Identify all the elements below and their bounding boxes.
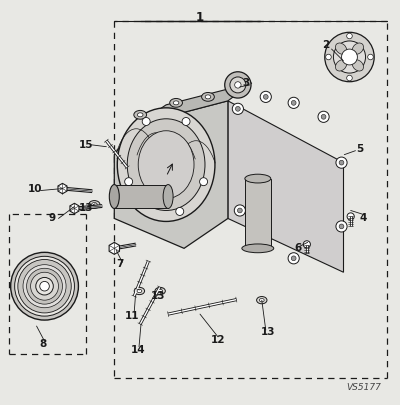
- Text: 6: 6: [294, 243, 301, 254]
- Circle shape: [334, 41, 366, 73]
- Ellipse shape: [352, 43, 364, 54]
- Circle shape: [30, 272, 58, 300]
- Circle shape: [291, 256, 296, 261]
- Text: 7: 7: [116, 259, 124, 269]
- Circle shape: [339, 224, 344, 229]
- Text: 14: 14: [131, 345, 146, 355]
- Circle shape: [225, 72, 251, 98]
- Circle shape: [326, 54, 331, 60]
- Ellipse shape: [155, 288, 165, 294]
- Circle shape: [336, 221, 347, 232]
- Ellipse shape: [127, 119, 205, 211]
- Circle shape: [303, 241, 310, 248]
- Circle shape: [125, 178, 133, 185]
- Circle shape: [321, 114, 326, 119]
- Text: 2: 2: [322, 40, 329, 50]
- Ellipse shape: [158, 289, 162, 293]
- Ellipse shape: [259, 298, 264, 302]
- Ellipse shape: [257, 296, 267, 304]
- Text: 13: 13: [151, 291, 165, 301]
- Ellipse shape: [138, 131, 194, 198]
- Circle shape: [288, 97, 299, 109]
- Polygon shape: [114, 185, 168, 209]
- Text: 9: 9: [49, 213, 56, 224]
- Circle shape: [236, 107, 240, 111]
- Circle shape: [11, 252, 78, 320]
- Circle shape: [347, 33, 352, 39]
- Ellipse shape: [89, 200, 100, 209]
- Circle shape: [18, 260, 71, 313]
- Ellipse shape: [336, 60, 347, 71]
- Ellipse shape: [163, 185, 173, 209]
- Circle shape: [15, 256, 74, 316]
- Polygon shape: [228, 101, 344, 272]
- Ellipse shape: [170, 98, 182, 107]
- Text: 15: 15: [79, 140, 94, 150]
- Circle shape: [342, 49, 357, 65]
- Circle shape: [347, 75, 352, 81]
- Text: 3: 3: [242, 78, 250, 88]
- Circle shape: [36, 277, 53, 295]
- Circle shape: [336, 157, 347, 168]
- Polygon shape: [58, 183, 67, 194]
- Circle shape: [318, 111, 329, 122]
- Text: 4: 4: [360, 213, 367, 224]
- Ellipse shape: [352, 60, 364, 71]
- Circle shape: [339, 160, 344, 165]
- Text: 11: 11: [125, 311, 140, 321]
- Ellipse shape: [109, 185, 119, 209]
- Circle shape: [235, 82, 241, 88]
- Ellipse shape: [245, 174, 271, 183]
- Circle shape: [200, 178, 208, 185]
- Ellipse shape: [205, 95, 211, 99]
- Ellipse shape: [134, 288, 144, 294]
- Ellipse shape: [202, 92, 214, 101]
- Polygon shape: [114, 101, 228, 248]
- Circle shape: [176, 207, 184, 215]
- Circle shape: [230, 77, 246, 93]
- Circle shape: [40, 281, 49, 291]
- Circle shape: [288, 253, 299, 264]
- Ellipse shape: [92, 202, 97, 207]
- Ellipse shape: [117, 108, 215, 222]
- Circle shape: [232, 103, 244, 114]
- Circle shape: [238, 208, 242, 213]
- Circle shape: [182, 117, 190, 126]
- Polygon shape: [109, 242, 120, 254]
- Text: 10: 10: [27, 183, 42, 194]
- Text: 13: 13: [79, 203, 94, 213]
- Ellipse shape: [137, 289, 142, 293]
- Text: VS5177: VS5177: [346, 383, 381, 392]
- Circle shape: [368, 54, 373, 60]
- Ellipse shape: [336, 43, 347, 54]
- Ellipse shape: [173, 101, 179, 105]
- Circle shape: [291, 100, 296, 105]
- Polygon shape: [136, 83, 252, 125]
- Circle shape: [260, 91, 271, 102]
- Text: 12: 12: [211, 335, 225, 345]
- Polygon shape: [70, 203, 79, 214]
- Circle shape: [23, 265, 66, 308]
- Text: 5: 5: [356, 144, 363, 153]
- Ellipse shape: [138, 113, 143, 117]
- Circle shape: [325, 32, 374, 82]
- Ellipse shape: [134, 111, 146, 119]
- Circle shape: [27, 268, 62, 304]
- Circle shape: [347, 213, 354, 220]
- Text: 13: 13: [260, 327, 275, 337]
- Ellipse shape: [242, 244, 274, 253]
- Text: 1: 1: [196, 11, 204, 23]
- Circle shape: [234, 205, 246, 216]
- Polygon shape: [245, 179, 271, 248]
- Circle shape: [142, 117, 150, 126]
- Circle shape: [263, 94, 268, 99]
- Text: 8: 8: [39, 339, 46, 349]
